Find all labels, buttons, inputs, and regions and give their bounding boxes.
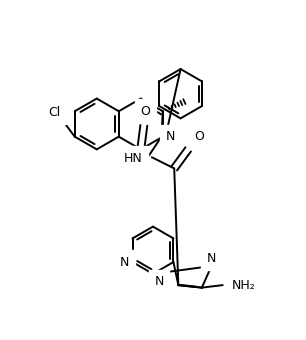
Text: N: N [120,256,129,269]
Text: NH₂: NH₂ [232,278,256,292]
Text: Cl: Cl [49,105,61,119]
Text: O: O [140,104,150,118]
Text: N: N [166,130,175,143]
Text: N: N [155,275,164,288]
Text: N: N [207,252,216,265]
Text: O: O [194,130,204,143]
Text: HN: HN [124,152,143,165]
